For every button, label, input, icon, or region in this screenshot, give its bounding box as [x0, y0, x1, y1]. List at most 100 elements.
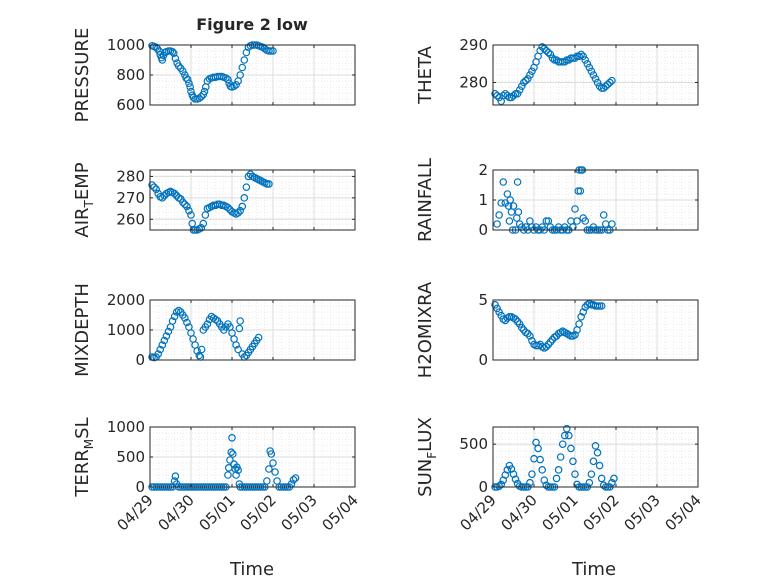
x-tick-label: 05/03: [621, 491, 664, 534]
data-point: [183, 202, 191, 211]
data-point: [195, 94, 204, 103]
data-point: [158, 194, 167, 202]
axes-box-h2omixra: [492, 299, 699, 361]
data-point: [526, 478, 534, 487]
data-point: [509, 202, 518, 210]
data-point: [183, 318, 191, 327]
data-point: [197, 345, 206, 354]
data-point: [170, 312, 179, 321]
y-tick-label: 280: [116, 167, 145, 185]
data-point: [544, 48, 553, 57]
data-point: [265, 465, 273, 473]
x-tick-label: 05/02: [237, 491, 280, 534]
y-tick-label: 500: [116, 448, 145, 466]
data-point: [168, 47, 177, 56]
data-point: [269, 459, 277, 467]
data-point: [524, 329, 532, 338]
data-point: [554, 466, 563, 474]
data-point: [585, 63, 594, 72]
data-point: [263, 477, 271, 485]
x-tick-label: 04/30: [498, 491, 541, 534]
data-point: [150, 183, 158, 191]
data-point: [608, 76, 616, 85]
data-point: [579, 52, 588, 61]
data-point: [289, 475, 298, 484]
data-point: [542, 342, 551, 351]
x-tick-label: 05/04: [319, 491, 362, 534]
axes-box-sun-flux: [492, 426, 699, 488]
data-point: [170, 189, 179, 198]
data-point: [558, 440, 567, 448]
y-tick-label: 0: [135, 351, 145, 369]
y-axis-label-rainfall: RAINFALL: [415, 158, 436, 242]
data-point: [571, 205, 579, 213]
data-point: [589, 71, 598, 79]
x-tick-label: 05/04: [662, 491, 705, 534]
data-point: [528, 470, 536, 478]
data-point: [503, 466, 512, 474]
data-point: [585, 478, 594, 487]
x-tick-label: 04/29: [457, 491, 500, 534]
data-point: [169, 49, 178, 58]
data-point: [181, 200, 189, 209]
data-point: [186, 83, 194, 91]
data-point: [172, 308, 181, 316]
data-point: [560, 58, 569, 66]
data-point: [158, 56, 167, 64]
y-axis-label-air-temp: AIRTEMP: [72, 162, 96, 237]
data-point: [546, 338, 555, 346]
data-point: [199, 219, 208, 228]
data-point: [519, 78, 528, 87]
data-point: [224, 75, 232, 84]
data-point: [240, 56, 249, 64]
data-point: [200, 87, 209, 96]
data-point: [234, 345, 242, 354]
x-tick-label: 04/29: [114, 491, 157, 534]
data-point: [193, 347, 201, 355]
data-point: [540, 44, 549, 53]
data-point: [556, 453, 565, 461]
data-point: [513, 89, 522, 98]
data-point: [595, 302, 604, 310]
data-point: [601, 82, 610, 91]
y-tick-label: 280: [459, 74, 488, 92]
subplot-theta: 280 290 THETA: [415, 36, 699, 106]
data-point: [224, 471, 232, 479]
data-point: [573, 217, 581, 225]
data-point: [546, 50, 555, 59]
y-tick-label: 0: [478, 221, 488, 239]
data-point: [571, 470, 579, 478]
y-tick-label: 270: [116, 189, 145, 207]
y-tick-label: 2000: [107, 291, 145, 309]
data-point: [514, 208, 523, 216]
data-point: [174, 306, 183, 315]
data-point: [497, 199, 506, 207]
data-point: [162, 332, 171, 340]
data-point: [610, 474, 618, 483]
data-point: [574, 187, 583, 195]
y-axis-label-sun-flux: SUNFLUX: [415, 417, 439, 497]
x-tick-label: 05/01: [539, 491, 582, 534]
data-point: [591, 442, 600, 450]
data-point: [495, 211, 503, 219]
data-point: [505, 312, 514, 321]
y-tick-label: 260: [116, 210, 145, 228]
data-point: [569, 457, 577, 466]
y-tick-label: 5: [478, 291, 488, 309]
data-point: [526, 332, 534, 340]
data-point: [238, 202, 247, 211]
data-point: [517, 323, 526, 332]
axes-box-theta: [492, 44, 699, 106]
data-point: [575, 52, 583, 61]
y-tick-label: 1000: [107, 321, 145, 339]
figure-title: Figure 2 low: [196, 15, 308, 34]
data-point: [185, 79, 193, 88]
data-point: [507, 93, 516, 102]
axes-box-air-temp: [149, 169, 356, 231]
data-point: [160, 336, 169, 345]
y-axis-label-mixdepth: MIXDEPTH: [72, 283, 93, 377]
data-point: [591, 74, 600, 83]
